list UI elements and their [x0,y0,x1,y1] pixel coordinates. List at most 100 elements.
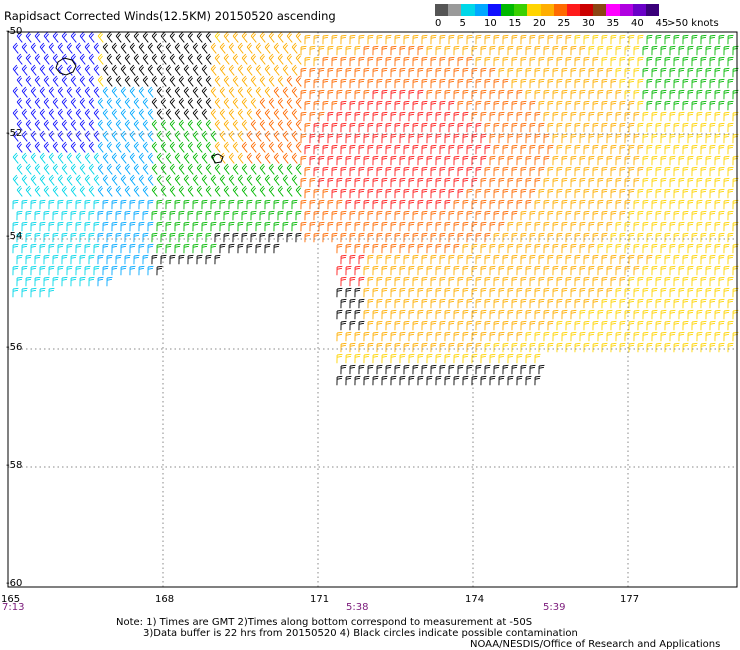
wind-barb [79,276,86,287]
wind-barb [570,67,577,78]
wind-barb [403,122,410,133]
wind-barb [660,155,667,166]
wind-barb [597,243,604,254]
wind-barb [399,243,406,254]
wind-barb [403,56,410,67]
wind-barb [664,298,671,309]
wind-barb [264,243,271,254]
wind-barb [358,122,365,133]
wind-barb [633,67,640,78]
wind-barb [192,86,199,98]
wind-barb [403,188,410,199]
wind-barb [421,56,428,67]
wind-barb [453,221,460,232]
wind-barb [93,221,100,232]
wind-barb [34,31,41,43]
wind-barb [592,210,599,221]
wind-barb [471,221,478,232]
wind-barb [205,53,212,65]
wind-barb [277,210,284,221]
wind-barb [709,298,716,309]
wind-barb [516,331,523,342]
wind-barb [340,56,347,67]
wind-barb [453,67,460,78]
wind-barb [664,34,671,45]
wind-barb [48,174,55,186]
wind-barb [259,119,266,131]
wind-barb [592,144,599,155]
wind-barb [691,166,698,177]
wind-barb [88,232,95,243]
wind-barb [358,78,365,89]
wind-barb [507,375,514,386]
wind-barb [385,364,392,375]
wind-barb [372,331,379,342]
wind-barb [466,188,473,199]
wind-barb [597,177,604,188]
wind-barb [714,221,721,232]
wind-barb [34,141,41,153]
wind-barb [183,152,190,164]
wind-barb [673,342,680,353]
wind-barb [291,108,298,120]
wind-barb [723,177,730,188]
wind-barb [394,78,401,89]
wind-barb [34,75,41,87]
wind-barb [417,45,424,56]
legend-tick-label: 5 [459,18,466,29]
wind-barb [678,243,685,254]
wind-barb [25,97,32,109]
wind-barb [201,108,208,120]
wind-barb [133,210,140,221]
wind-barb [475,144,482,155]
wind-barb [466,254,473,265]
wind-barb [16,276,23,287]
wind-barb [75,130,82,142]
wind-barb [453,89,460,100]
wind-barb [363,287,370,298]
wind-barb [651,309,658,320]
wind-barb [642,111,649,122]
wind-barb [12,221,19,232]
wind-barb [363,89,370,100]
wind-barb [579,221,586,232]
wind-barb [525,221,532,232]
wind-barb [376,122,383,133]
wind-barb [75,108,82,120]
wind-barb [583,298,590,309]
wind-barb [718,320,725,331]
wind-barb [25,276,32,287]
wind-barb [628,254,635,265]
wind-barb [543,243,550,254]
wind-barb [115,119,122,131]
wind-barb [570,309,577,320]
wind-barb [714,287,721,298]
wind-barb [133,119,140,131]
wind-barb [574,298,581,309]
wind-barb [66,174,73,186]
wind-barb [673,210,680,221]
wind-barb [471,353,478,364]
wind-barb [349,342,356,353]
wind-barb [367,298,374,309]
wind-barb [691,78,698,89]
wind-barb [372,133,379,144]
wind-barb [84,152,91,164]
wind-barb [529,364,536,375]
wind-barb [646,254,653,265]
wind-barb [651,133,658,144]
wind-barb [142,53,149,65]
wind-barb [57,86,64,98]
wind-barb [453,265,460,276]
wind-barb [75,199,82,210]
wind-barb [727,122,734,133]
wind-barb [453,177,460,188]
wind-barb [633,155,640,166]
wind-barb [529,34,536,45]
wind-barb [502,276,509,287]
wind-barb [727,232,734,243]
wind-barb [318,199,325,210]
wind-barb [165,86,172,98]
wind-barb [223,97,230,109]
wind-barb [232,232,239,243]
